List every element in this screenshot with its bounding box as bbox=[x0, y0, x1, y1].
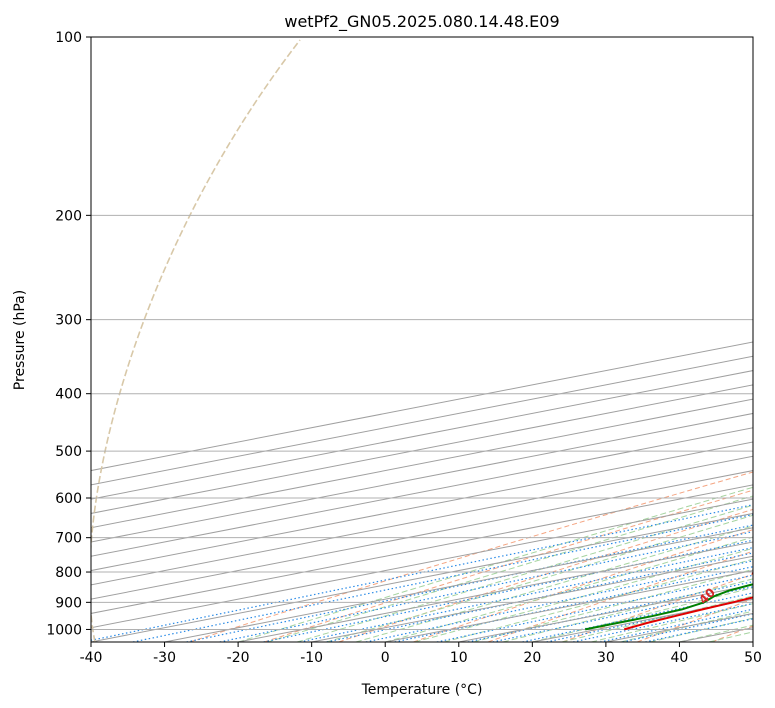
isotherm-line bbox=[91, 441, 753, 572]
dry-adiabat-line bbox=[264, 489, 753, 642]
moist-adiabat-line bbox=[267, 495, 753, 642]
isotherm-line bbox=[91, 498, 753, 629]
x-axis-label: Temperature (°C) bbox=[361, 682, 483, 698]
x-tick-label: -10 bbox=[300, 650, 323, 666]
moist-adiabat-line bbox=[355, 525, 753, 642]
isotherm-line bbox=[164, 527, 753, 642]
dry-adiabat-line bbox=[562, 573, 753, 642]
y-tick-label: 700 bbox=[55, 531, 82, 547]
isotherm-line bbox=[91, 470, 753, 600]
y-tick-label: 500 bbox=[55, 444, 82, 460]
y-tick-label: 100 bbox=[55, 30, 82, 46]
x-tick-label: -40 bbox=[80, 650, 103, 666]
pressure-gridlines bbox=[91, 37, 753, 630]
dry-adiabat-line bbox=[189, 471, 753, 642]
x-tick-label: 20 bbox=[523, 650, 541, 666]
isotherm-line bbox=[91, 484, 753, 614]
x-tick-label: -30 bbox=[153, 650, 176, 666]
y-axis-label: Pressure (hPa) bbox=[12, 290, 28, 390]
moist-adiabat-line bbox=[502, 578, 753, 642]
mixing-ratio-line bbox=[326, 552, 753, 642]
moist-adiabat-line bbox=[385, 536, 753, 642]
decorative-curve bbox=[91, 39, 301, 642]
moist-adiabat-line bbox=[532, 587, 753, 642]
mixing-ratio-line bbox=[299, 546, 753, 642]
y-tick-label: 600 bbox=[55, 491, 82, 507]
y-axis: 100 200 300 400 500 600 700 800 900 1000 bbox=[46, 30, 91, 638]
background-lines bbox=[91, 39, 753, 642]
mixing-ratio-line bbox=[365, 560, 753, 642]
y-tick-label: 400 bbox=[55, 387, 82, 403]
isotherm-line bbox=[91, 455, 753, 586]
line-label: 30 bbox=[749, 561, 771, 583]
x-tick-label: 10 bbox=[450, 650, 468, 666]
isotherm-line bbox=[91, 412, 753, 543]
x-tick-label: 0 bbox=[381, 650, 390, 666]
y-tick-label: 200 bbox=[55, 208, 82, 224]
x-axis: -40 -30 -20 -10 0 10 20 30 40 50 bbox=[80, 642, 762, 666]
x-tick-label: -20 bbox=[227, 650, 250, 666]
y-tick-label: 300 bbox=[55, 313, 82, 329]
isotherm-line bbox=[91, 427, 753, 557]
y-tick-label: 1000 bbox=[46, 622, 82, 638]
isotherm-line bbox=[91, 512, 753, 642]
moist-adiabat-line bbox=[237, 486, 753, 642]
chart-title: wetPf2_GN05.2025.080.14.48.E09 bbox=[284, 12, 559, 32]
x-tick-label: 50 bbox=[744, 650, 762, 666]
moist-adiabat-line bbox=[296, 504, 753, 642]
plot-frame bbox=[90, 36, 754, 643]
y-tick-label: 800 bbox=[55, 565, 82, 581]
mixing-ratio-line bbox=[132, 513, 753, 642]
y-tick-label: 900 bbox=[55, 595, 82, 611]
x-tick-label: 30 bbox=[597, 650, 615, 666]
x-tick-label: 40 bbox=[671, 650, 689, 666]
